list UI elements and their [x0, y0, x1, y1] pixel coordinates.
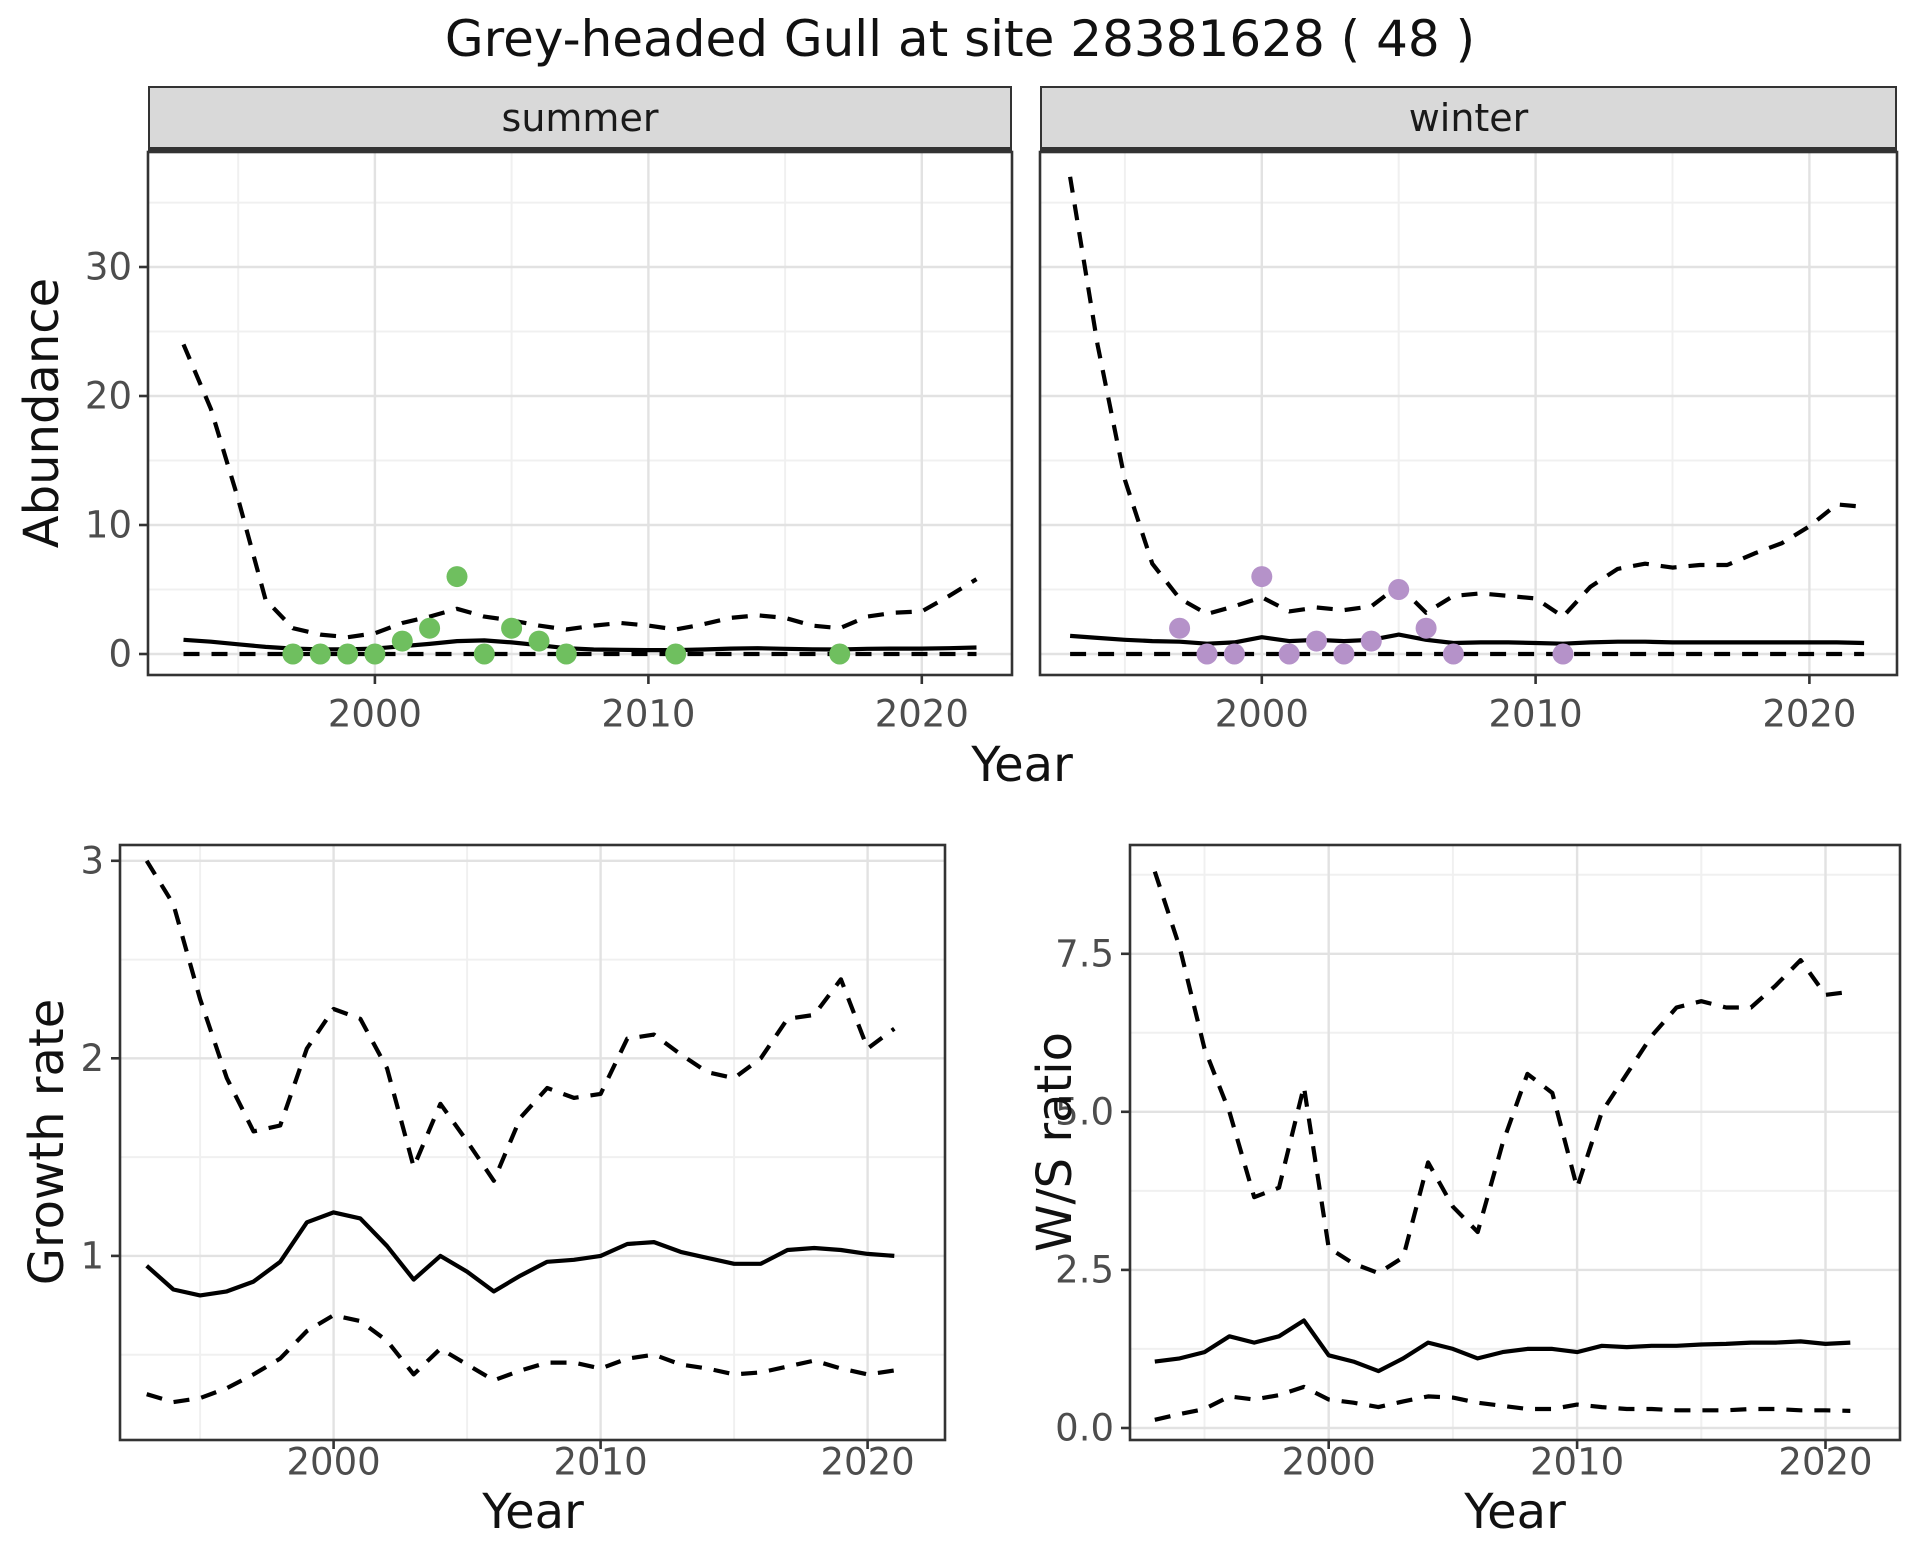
- data-point: [1360, 630, 1382, 652]
- panel-border: [1038, 150, 1899, 677]
- y-tick-label: 0: [108, 633, 132, 676]
- series-lower_ci: [1154, 1384, 1851, 1422]
- data-point: [555, 643, 577, 665]
- data-point: [1278, 643, 1300, 665]
- x-axis-title-top: Year: [971, 737, 1073, 793]
- data-point: [1442, 643, 1464, 665]
- data-point: [309, 643, 331, 665]
- x-tick-label: 2000: [287, 1441, 381, 1484]
- panel-growth-rate: 2000 2010 2020 1 2 3: [80, 839, 947, 1484]
- facet-strip-summer: summer: [148, 86, 1012, 152]
- series-mean: [145, 1210, 895, 1298]
- facet-strip-winter: winter: [1040, 86, 1897, 152]
- facet-strip-winter-label: winter: [1408, 95, 1529, 140]
- x-tick-label: 2020: [875, 693, 969, 736]
- data-point: [337, 643, 359, 665]
- y-tick-label: 3: [80, 839, 104, 882]
- y-tick-label: 5.0: [1055, 1090, 1114, 1133]
- data-point: [1306, 630, 1327, 652]
- series-mean: [1069, 632, 1865, 646]
- panel-border: [1128, 843, 1902, 1442]
- x-tick-label: 2000: [328, 693, 422, 736]
- series-upper_ci: [1152, 870, 1851, 1276]
- data-point: [1388, 579, 1410, 600]
- series-upper_ci: [144, 859, 896, 1183]
- data-point: [473, 643, 495, 665]
- series-mean: [1154, 1318, 1851, 1374]
- x-tick-label: 2010: [1530, 1441, 1624, 1484]
- facet-strip-summer-label: summer: [501, 95, 659, 140]
- data-point: [446, 566, 468, 588]
- data-point: [528, 630, 550, 652]
- series-upper_ci: [1068, 176, 1865, 619]
- data-point: [364, 643, 386, 665]
- data-point: [1223, 643, 1245, 665]
- y-axis-title-growth-rate: Growth rate: [19, 998, 75, 1286]
- x-tick-label: 2020: [1778, 1441, 1872, 1484]
- panel-bg: [120, 845, 945, 1440]
- y-tick-label: 2.5: [1055, 1248, 1114, 1291]
- y-axis-title-abundance: Abundance: [14, 277, 70, 549]
- data-point: [1169, 617, 1191, 639]
- series-upper_ci: [181, 343, 978, 640]
- data-point: [1251, 566, 1273, 588]
- panel-ws-ratio: 2000 2010 2020 0.0 2.5 5.0 7.5: [1055, 843, 1902, 1484]
- x-tick-label: 2000: [1215, 693, 1309, 736]
- data-point: [1552, 643, 1574, 665]
- y-tick-label: 2: [80, 1037, 104, 1080]
- data-point: [282, 643, 304, 665]
- y-tick-label: 10: [85, 504, 132, 547]
- x-tick-label: 2020: [821, 1441, 915, 1484]
- series-lower_ci: [146, 1313, 895, 1405]
- x-axis-title-growth-rate: Year: [482, 1484, 584, 1540]
- y-tick-label: 7.5: [1055, 932, 1114, 975]
- x-tick-label: 2000: [1282, 1441, 1376, 1484]
- panel-bg: [1040, 152, 1897, 675]
- y-tick-label: 20: [85, 375, 132, 418]
- data-point: [1415, 617, 1437, 639]
- panel-abundance-summer: 2000 2010 2020 0 10 20 30: [85, 150, 1014, 736]
- x-tick-label: 2010: [554, 1441, 648, 1484]
- panel-border: [118, 843, 947, 1442]
- panel-border: [146, 150, 1014, 677]
- data-point: [1196, 643, 1218, 665]
- data-point: [829, 643, 851, 665]
- y-tick-label: 1: [80, 1234, 104, 1277]
- data-point: [391, 630, 413, 652]
- data-point: [665, 643, 687, 665]
- y-tick-label: 30: [85, 246, 132, 289]
- data-point: [501, 617, 523, 639]
- panel-abundance-winter: 2000 2010 2020: [1038, 150, 1899, 736]
- x-tick-label: 2010: [601, 693, 695, 736]
- x-tick-label: 2020: [1762, 693, 1856, 736]
- y-tick-label: 0.0: [1055, 1407, 1114, 1450]
- panel-bg: [148, 152, 1012, 675]
- y-axis-title-ws-ratio: W/S ratio: [1027, 1031, 1083, 1253]
- plot-title: Grey-headed Gull at site 28381628 ( 48 ): [444, 10, 1476, 68]
- x-tick-label: 2010: [1489, 693, 1583, 736]
- data-point: [1333, 643, 1355, 665]
- data-point: [419, 617, 441, 639]
- x-axis-title-ws-ratio: Year: [1464, 1484, 1566, 1540]
